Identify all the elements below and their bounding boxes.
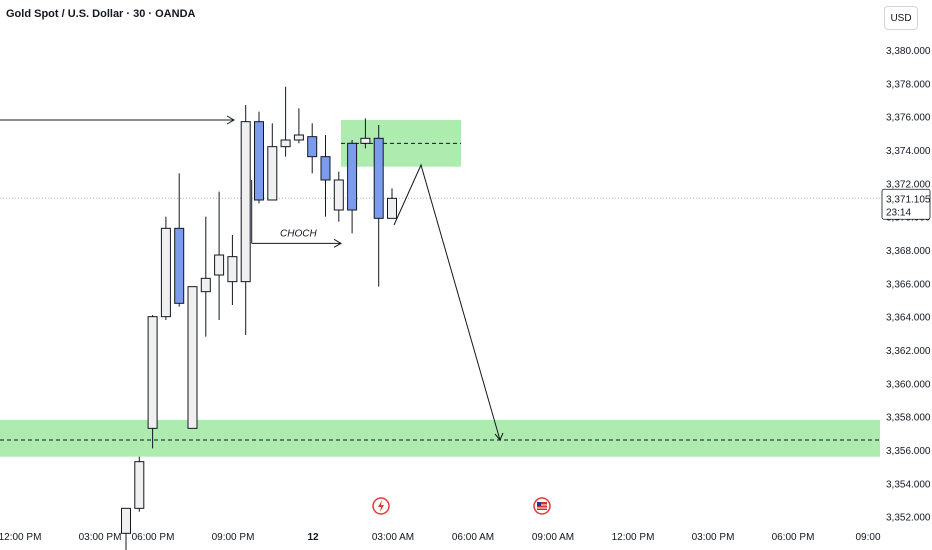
candle-body: [293, 134, 304, 141]
current-price-box: [881, 188, 931, 220]
time-tick-label: 03:00 AM: [372, 532, 414, 543]
price-label-layer: 3,371.105 23:14: [881, 188, 931, 220]
currency-label: USD: [890, 12, 912, 24]
price-tick-label: 3,366.000: [886, 279, 931, 290]
candle: [200, 216, 211, 337]
projection-arrowhead: [494, 432, 504, 441]
price-tick-label: 3,374.000: [886, 146, 931, 157]
candle: [267, 123, 278, 201]
time-tick-label: 03:00 PM: [79, 532, 122, 543]
candle: [240, 105, 251, 335]
candle-body: [174, 227, 185, 304]
candle-body: [333, 179, 344, 211]
price-tick-label: 3,352.000: [886, 513, 931, 524]
candle-body: [240, 121, 251, 283]
candle-body: [320, 156, 331, 181]
time-tick-label: 09:00 PM: [212, 532, 255, 543]
current-price-label: 3,371.105: [886, 194, 931, 205]
chart-title: Gold Spot / U.S. Dollar · 30 · OANDA: [6, 8, 196, 20]
candle-body: [387, 197, 397, 219]
price-tick-label: 3,380.000: [886, 46, 931, 57]
time-tick-label: 12: [307, 532, 319, 543]
price-tick-label: 3,364.000: [886, 313, 931, 324]
choch-arrowhead: [333, 238, 343, 248]
time-tick-label: 06:00 PM: [772, 532, 815, 543]
candle: [387, 188, 397, 219]
candle-body: [307, 136, 318, 158]
candle: [134, 456, 145, 512]
price-tick-label: 3,372.000: [886, 179, 931, 190]
candle-body: [373, 137, 384, 219]
time-tick-label: 06:00 PM: [132, 532, 175, 543]
candle: [320, 135, 331, 217]
price-tick-label: 3,360.000: [886, 379, 931, 390]
projection-path: [393, 163, 501, 441]
bar-countdown-label: 23:14: [886, 207, 911, 218]
candle: [373, 125, 384, 287]
candle: [333, 171, 344, 222]
candle-body: [121, 507, 131, 534]
candle: [293, 108, 304, 144]
price-tick-label: 3,356.000: [886, 446, 931, 457]
candle-body: [267, 146, 278, 201]
annotation-lines-layer: CHOCH: [0, 115, 880, 441]
price-tick-label: 3,378.000: [886, 79, 931, 90]
candle: [160, 216, 171, 320]
candle: [214, 191, 225, 320]
time-tick-label: 03:00 PM: [692, 532, 735, 543]
candle-body: [214, 254, 225, 276]
time-tick-label: 06:00 AM: [452, 532, 494, 543]
candle-body: [187, 286, 198, 429]
candle-body: [147, 316, 158, 429]
time-tick-label: 12:00 PM: [612, 532, 655, 543]
price-tick-label: 3,358.000: [886, 413, 931, 424]
zones-layer: [0, 120, 880, 457]
candle: [280, 86, 291, 157]
lightning-event-icon: [372, 497, 390, 515]
candle: [174, 173, 185, 307]
time-tick-label: 09:00: [855, 532, 880, 543]
candle: [227, 235, 238, 305]
candle-body: [134, 461, 145, 509]
price-tick-label: 3,354.000: [886, 479, 931, 490]
candle-body: [347, 142, 358, 211]
time-axis[interactable]: 12:00 PM 03:00 PM 06:00 PM 09:00 PM 12 03:00 …: [0, 532, 881, 543]
candles-layer: [121, 86, 397, 550]
candle: [360, 118, 371, 149]
candle-body: [360, 137, 371, 144]
events-layer: [372, 497, 551, 515]
price-axis[interactable]: 3,380.000 3,378.000 3,376.000 3,374.000 3,37…: [886, 46, 931, 524]
candle: [307, 123, 318, 174]
candle: [254, 111, 264, 204]
candle-body: [254, 121, 264, 201]
price-tick-label: 3,368.000: [886, 246, 931, 257]
price-tick-label: 3,362.000: [886, 346, 931, 357]
candle: [187, 286, 198, 429]
candle-body: [280, 139, 291, 148]
candle: [121, 507, 131, 550]
time-tick-label: 12:00 PM: [0, 532, 41, 543]
demand-zone: [0, 420, 880, 457]
candle: [347, 140, 358, 234]
candle-body: [160, 227, 171, 318]
candle-body: [200, 277, 211, 293]
currency-selector[interactable]: USD: [884, 6, 918, 30]
us-flag-event-icon: [533, 497, 551, 515]
price-tick-label: 3,376.000: [886, 113, 931, 124]
candle: [147, 315, 158, 449]
choch-label: CHOCH: [280, 228, 317, 239]
liquidity-arrowhead: [226, 115, 236, 125]
time-tick-label: 09:00 AM: [532, 532, 574, 543]
candle-body: [227, 256, 238, 283]
